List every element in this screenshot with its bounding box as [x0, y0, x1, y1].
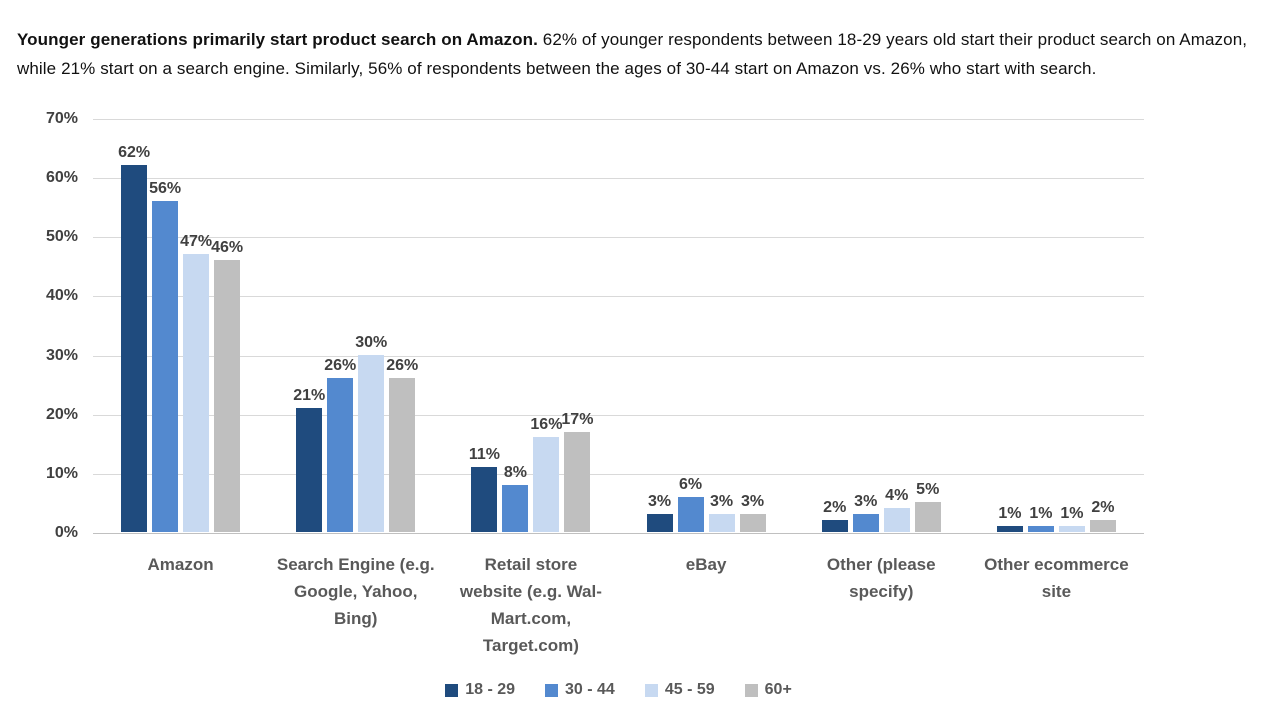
bar-value-label: 3% [648, 493, 672, 511]
y-tick-label: 60% [45, 169, 78, 187]
bar: 1% [1027, 505, 1054, 532]
y-tick-label: 30% [45, 346, 78, 364]
y-tick-label: 10% [45, 464, 78, 482]
y-tick-label: 50% [45, 228, 78, 246]
bar-value-label: 1% [1029, 505, 1053, 523]
chart-legend: 18 - 29 30 - 44 45 - 59 60+ [93, 681, 1144, 699]
legend-swatch [445, 683, 459, 697]
legend-label: 30 - 44 [565, 681, 615, 698]
bar: 8% [502, 464, 529, 532]
bar-value-label: 30% [355, 333, 388, 351]
bar: 47% [180, 233, 212, 532]
category-label: Retail store website (e.g. Wal- Mart.com, T… [459, 555, 602, 655]
category-label: eBay [685, 555, 727, 574]
y-tick-label: 70% [45, 110, 78, 127]
bar: 2% [1089, 499, 1116, 532]
bar-value-label: 47% [180, 233, 213, 250]
bar-value-label: 16% [530, 416, 563, 434]
bar: 21% [293, 387, 325, 532]
bar-value-label: 3% [741, 493, 765, 511]
bar-value-label: 6% [679, 475, 703, 493]
caption-lead: Younger generations primarily start prod… [17, 30, 538, 49]
bar: 3% [708, 493, 735, 532]
bar: 1% [1058, 505, 1085, 532]
bar: 11% [469, 446, 500, 532]
legend-swatch [744, 683, 758, 697]
bar: 56% [149, 180, 181, 532]
bar-group: 62% 56% 47% 46% [93, 119, 268, 532]
legend-item: 60+ [744, 681, 792, 699]
gridline [93, 237, 1144, 239]
bar: 26% [386, 357, 418, 532]
legend-label: 60+ [764, 681, 792, 698]
category-label: Other (please specify) [826, 555, 936, 601]
category-label: Other ecommerce site [984, 555, 1129, 601]
bar: 3% [646, 493, 673, 532]
bar-value-label: 56% [149, 179, 182, 197]
chart-caption: Younger generations primarily start prod… [17, 25, 1264, 83]
legend-item: 30 - 44 [545, 681, 615, 699]
caption-body: 62% of younger respondents between 18-29… [17, 30, 1248, 78]
gridline [93, 178, 1144, 180]
bar: 46% [211, 239, 243, 532]
bar-value-label: 3% [710, 493, 734, 511]
bar: 62% [118, 144, 150, 532]
gridline [93, 473, 1144, 475]
bar: 1% [996, 505, 1023, 532]
bar-value-label: 46% [211, 238, 244, 256]
bar-value-label: 26% [324, 357, 357, 375]
bar-value-label: 21% [293, 386, 326, 404]
gridline [93, 355, 1144, 357]
legend-item: 45 - 59 [644, 681, 715, 699]
gridline [93, 119, 1144, 120]
bar-group: 1% 1% 1% 2% [969, 119, 1144, 532]
bar: 2% [821, 499, 848, 532]
gridline [93, 414, 1144, 416]
bar: 26% [324, 357, 356, 532]
bar-value-label: 5% [916, 481, 940, 499]
legend-label: 45 - 59 [664, 681, 715, 698]
bar-group: 21% 26% 30% 26% [268, 119, 443, 532]
bar-value-label: 2% [823, 499, 847, 517]
bar-value-label: 11% [468, 445, 500, 463]
bar-value-label: 3% [854, 493, 878, 511]
category-label: Amazon [147, 555, 214, 574]
bar-group: 3% 6% 3% 3% [619, 119, 794, 532]
bar: 17% [561, 411, 593, 532]
bar: 4% [883, 487, 910, 532]
bar: 3% [739, 493, 766, 532]
bar: 3% [852, 493, 879, 532]
plot-area: 62% 56% 47% 46% 21% 26% 30% 26% 11% 8% 16% 17% 3% 6% 3… [93, 119, 1144, 534]
bar-value-label: 4% [885, 487, 909, 505]
bar-value-label: 26% [386, 357, 419, 375]
category-label: Search Engine (e.g. Google, Yahoo, Bing) [276, 555, 435, 628]
bar: 6% [677, 476, 704, 532]
legend-swatch [644, 683, 658, 697]
bar-value-label: 8% [503, 463, 527, 481]
y-tick-label: 40% [45, 287, 78, 305]
y-tick-label: 20% [45, 405, 78, 423]
y-tick-label: 0% [54, 524, 78, 541]
gridline [93, 296, 1144, 298]
bar-value-label: 1% [998, 505, 1022, 523]
legend-swatch [545, 683, 559, 697]
bar-value-label: 62% [118, 144, 151, 162]
bar-value-label: 1% [1060, 505, 1084, 523]
bar-group: 11% 8% 16% 17% [443, 119, 618, 532]
bar: 5% [914, 481, 941, 532]
bar: 16% [530, 416, 562, 532]
bar-value-label: 17% [561, 410, 594, 428]
bar: 30% [355, 334, 387, 532]
bar-group: 2% 3% 4% 5% [794, 119, 969, 532]
legend-item: 18 - 29 [445, 681, 515, 699]
bar-value-label: 2% [1091, 499, 1115, 517]
legend-label: 18 - 29 [465, 681, 516, 698]
x-axis-line [93, 533, 1144, 534]
